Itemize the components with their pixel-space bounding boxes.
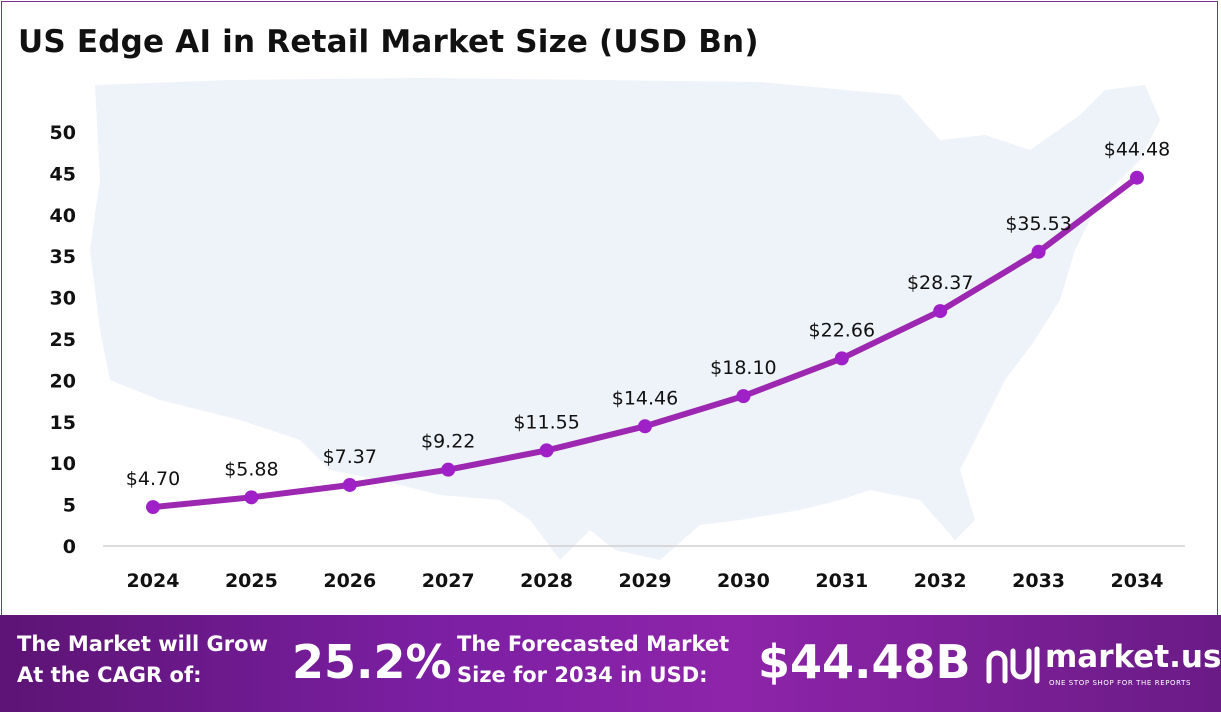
- us-map-background: [90, 78, 1160, 560]
- y-tick-label: 35: [50, 246, 76, 268]
- data-labels: $4.70 $5.88 $7.37 $9.22 $11.55 $14.46 $18.10 $2…: [126, 139, 1170, 490]
- y-tick-label: 5: [63, 495, 76, 517]
- cagr-caption: The Market will Grow At the CAGR of:: [17, 629, 268, 691]
- data-point: [539, 443, 554, 458]
- y-tick-label: 40: [50, 205, 76, 227]
- y-tick-label: 15: [50, 412, 76, 434]
- data-label: $14.46: [612, 387, 678, 409]
- data-point: [342, 477, 357, 492]
- brand-name: market.us: [1045, 639, 1221, 675]
- forecast-caption-line2: Size for 2034 in USD:: [457, 663, 708, 687]
- data-point: [933, 304, 948, 319]
- y-tick-label: 50: [50, 122, 76, 144]
- data-point: [834, 351, 849, 366]
- data-point: [638, 419, 652, 434]
- forecast-value: $44.48B: [758, 635, 971, 689]
- y-tick-label: 30: [50, 288, 76, 310]
- data-point: [736, 389, 751, 404]
- x-tick-label: 2034: [1111, 570, 1164, 592]
- data-point: [244, 490, 259, 505]
- data-point: [146, 500, 160, 515]
- forecast-caption-line1: The Forecasted Market: [457, 632, 730, 656]
- data-label: $7.37: [323, 446, 377, 468]
- x-tick-label: 2025: [225, 570, 278, 592]
- chart-title: US Edge AI in Retail Market Size (USD Bn…: [18, 24, 759, 60]
- series-markers: [146, 170, 1144, 515]
- x-tick-label: 2024: [127, 570, 180, 592]
- y-tick-label: 45: [50, 163, 76, 185]
- cagr-caption-line1: The Market will Grow: [17, 632, 268, 656]
- data-label: $44.48: [1104, 139, 1170, 161]
- y-tick-label: 25: [50, 329, 76, 351]
- brand-mark-icon: [986, 646, 1040, 684]
- y-tick-label: 20: [50, 370, 76, 392]
- brand-logo: market.us ONE STOP SHOP FOR THE REPORTS: [985, 639, 1221, 699]
- data-point: [1130, 170, 1144, 185]
- x-tick-label: 2026: [323, 570, 376, 592]
- x-tick-label: 2030: [717, 570, 770, 592]
- forecast-caption: The Forecasted Market Size for 2034 in U…: [457, 629, 729, 691]
- x-tick-label: 2029: [619, 570, 672, 592]
- data-label: $5.88: [224, 458, 278, 480]
- data-label: $18.10: [710, 357, 776, 379]
- footer-banner: The Market will Grow At the CAGR of: 25.…: [0, 615, 1221, 712]
- x-tick-label: 2031: [815, 570, 868, 592]
- cagr-caption-line2: At the CAGR of:: [17, 663, 202, 687]
- data-label: $11.55: [513, 411, 579, 433]
- data-label: $22.66: [809, 319, 875, 341]
- x-tick-label: 2032: [914, 570, 967, 592]
- x-tick-label: 2033: [1012, 570, 1065, 592]
- y-tick-label: 10: [50, 453, 76, 475]
- data-label: $9.22: [421, 431, 475, 453]
- y-axis: 0 5 10 15 20 25 30 35 40 45 50: [50, 122, 76, 558]
- data-label: $35.53: [1005, 213, 1071, 235]
- x-tick-label: 2027: [422, 570, 475, 592]
- y-tick-label: 0: [63, 536, 76, 558]
- data-label: $4.70: [126, 468, 180, 490]
- cagr-value: 25.2%: [292, 635, 452, 689]
- brand-tagline: ONE STOP SHOP FOR THE REPORTS: [1049, 679, 1192, 687]
- x-axis: 2024 2025 2026 2027 2028 2029 2030 2031 2032 2033…: [127, 570, 1164, 592]
- data-point: [1031, 244, 1046, 259]
- data-point: [441, 462, 456, 477]
- data-label: $28.37: [907, 272, 973, 294]
- x-tick-label: 2028: [520, 570, 573, 592]
